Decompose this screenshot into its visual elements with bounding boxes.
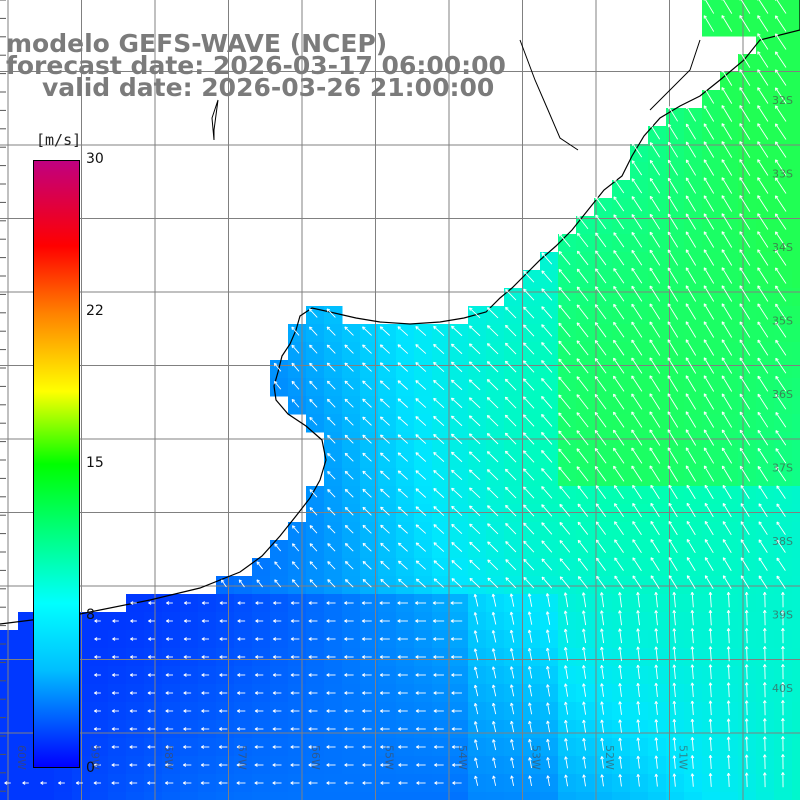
lat-label: 33S bbox=[772, 168, 793, 181]
lat-label: 34S bbox=[772, 241, 793, 254]
map-title-model: modelo GEFS-WAVE (NCEP) bbox=[6, 29, 388, 58]
colorbar-tick-0: 0 bbox=[86, 760, 95, 776]
wind-arrows bbox=[4, 0, 787, 788]
valid-date-label: valid date: 2026-03-26 21:00:00 bbox=[42, 73, 495, 102]
lat-label: 35S bbox=[772, 315, 793, 328]
colorbar-tick-22: 22 bbox=[86, 303, 104, 319]
lon-label: 51W bbox=[677, 745, 690, 770]
lon-label: 55W bbox=[383, 745, 396, 770]
lon-label: 54W bbox=[456, 745, 469, 770]
lon-label: 59W bbox=[89, 745, 102, 770]
lat-label: 38S bbox=[772, 535, 793, 548]
lon-label: 56W bbox=[309, 745, 322, 770]
lat-label: 40S bbox=[772, 682, 793, 695]
lat-label: 39S bbox=[772, 609, 793, 622]
coastline bbox=[0, 0, 800, 625]
lat-label: 32S bbox=[772, 94, 793, 107]
lon-label: 52W bbox=[603, 745, 616, 770]
forecast-date-label: forecast date: 2026-03-17 06:00:00 bbox=[6, 51, 506, 80]
grid-labels: 32S 33S 34S 35S 36S 37S 38S 39S 40S 60W 59W 58W 57W 5… bbox=[15, 94, 793, 770]
lat-label: 37S bbox=[772, 462, 793, 475]
colorbar-tick-30: 30 bbox=[86, 151, 104, 167]
colorbar bbox=[33, 160, 80, 768]
colorbar-unit-label: [m/s] bbox=[36, 131, 82, 149]
colorbar-tick-15: 15 bbox=[86, 455, 104, 471]
lon-label: 53W bbox=[530, 745, 543, 770]
colorbar-tick-8: 8 bbox=[86, 607, 95, 623]
lon-label: 57W bbox=[236, 745, 249, 770]
lat-label: 36S bbox=[772, 388, 793, 401]
lon-label: 60W bbox=[15, 745, 28, 770]
lon-label: 58W bbox=[162, 745, 175, 770]
